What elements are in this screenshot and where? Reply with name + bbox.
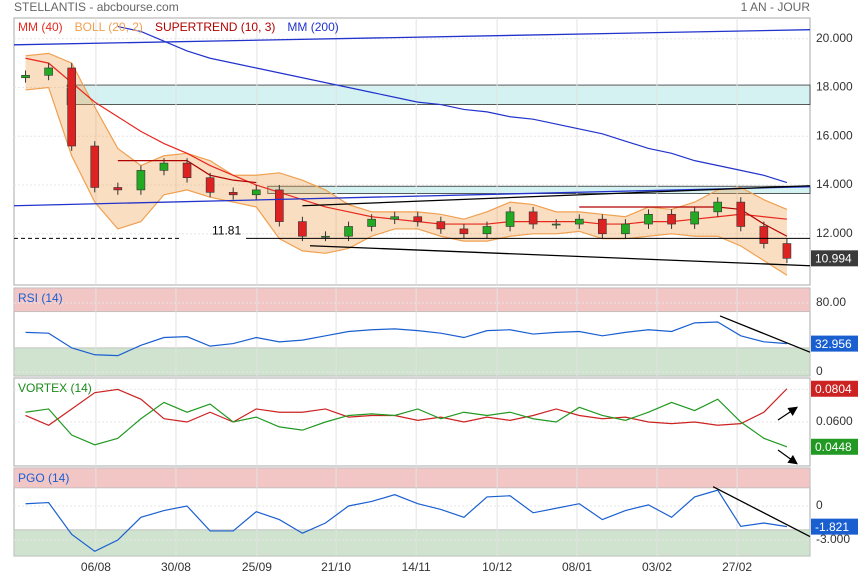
candle-body: [321, 235, 330, 238]
candle-body: [344, 226, 353, 237]
candle-body: [459, 228, 469, 235]
candle-body: [413, 216, 423, 222]
candle-body: [44, 67, 53, 76]
candle-body: [205, 177, 215, 193]
last-value: 0.0448: [815, 440, 852, 454]
y-tick-label: 18.000: [816, 80, 853, 94]
legend-entry: SUPERTREND (10, 3): [155, 20, 275, 34]
last-value: 10.994: [815, 251, 852, 265]
bollinger-lower: [25, 86, 788, 276]
panel-title: RSI (14): [18, 291, 63, 305]
legend-entry: BOLL (20, 2): [75, 20, 143, 34]
candle-body: [551, 223, 561, 226]
arrow: [777, 406, 798, 421]
zone: [13, 529, 811, 557]
indicator-line: [25, 321, 787, 357]
candle-body: [390, 216, 399, 220]
level-label: 11.81: [212, 224, 241, 238]
y-tick-label: 16.000: [816, 128, 853, 142]
x-tick-label: 25/09: [242, 560, 272, 574]
x-tick-label: 27/02: [722, 560, 752, 574]
y-tick-label: 80.00: [816, 295, 846, 309]
candle-body: [228, 192, 238, 196]
candle-body: [113, 187, 123, 191]
x-tick-label: 21/10: [321, 560, 351, 574]
trend-line: [302, 185, 811, 207]
candle-body: [436, 221, 446, 230]
candle-body: [21, 75, 30, 79]
candle-body: [644, 213, 653, 225]
bollinger-band: [25, 53, 787, 276]
candle-body: [621, 223, 630, 235]
y-tick-label: 0: [816, 498, 823, 512]
y-tick-label: 14.000: [816, 177, 853, 191]
candle-body: [136, 170, 146, 191]
legend-entry: MM (40): [18, 20, 63, 34]
trend-line: [13, 186, 811, 207]
trend-line: [309, 245, 811, 267]
last-value-box: [811, 380, 858, 397]
x-tick-label: 30/08: [161, 560, 191, 574]
moving-line: [117, 25, 788, 184]
y-tick-label: 0: [816, 364, 823, 378]
last-value-box: [811, 438, 858, 455]
candle-body: [298, 221, 307, 237]
x-tick-label: 08/01: [562, 560, 592, 574]
x-tick-label: 10/12: [482, 560, 512, 574]
last-value-box: [811, 335, 858, 352]
candle-body: [251, 189, 261, 196]
trend-line: [13, 29, 811, 46]
candle-body: [782, 243, 792, 259]
zone: [13, 287, 811, 313]
candle-body: [505, 211, 515, 227]
x-tick-label: 14/11: [402, 560, 431, 574]
zone: [13, 467, 811, 489]
candle-body: [759, 226, 769, 244]
candle-body: [367, 218, 376, 227]
panel-title: PGO (14): [18, 471, 69, 485]
candle-body: [574, 218, 584, 225]
candle-body: [690, 211, 699, 225]
candle-body: [736, 201, 746, 227]
page-title: STELLANTIS - abcbourse.com: [14, 0, 179, 14]
trend-line: [712, 486, 811, 538]
last-value: 32.956: [815, 337, 852, 351]
last-value-box: [811, 518, 858, 535]
legend-entry: MM (200): [287, 20, 338, 34]
candle-body: [528, 211, 538, 225]
y-tick-label: 12.000: [816, 226, 853, 240]
indicator-line: [25, 388, 788, 426]
candle-body: [182, 162, 192, 179]
panel-title: VORTEX (14): [18, 381, 92, 395]
y-tick-label: -3.000: [816, 532, 850, 546]
indicator-line: [25, 398, 788, 448]
last-value: -1.821: [815, 520, 849, 534]
candle-body: [667, 213, 676, 225]
candle-body: [67, 67, 76, 147]
y-tick-label: 20.000: [816, 31, 853, 45]
last-value-box: [811, 250, 858, 267]
candle-body: [159, 162, 169, 171]
candle-body: [275, 189, 284, 222]
y-tick-label: 0.0600: [816, 414, 853, 428]
candle-body: [598, 218, 607, 235]
moving-line: [25, 57, 787, 225]
trend-line: [719, 315, 811, 353]
panel: [13, 17, 811, 286]
last-value: 0.0804: [815, 382, 852, 396]
candle-body: [482, 226, 492, 235]
indicator-line: [25, 489, 788, 553]
candle-body: [90, 145, 100, 188]
arrow: [777, 449, 798, 465]
candle-body: [713, 201, 723, 213]
zone: [13, 347, 811, 377]
period: 1 AN - JOUR: [741, 0, 811, 14]
x-tick-label: 03/02: [642, 560, 672, 574]
x-tick-label: 06/08: [81, 560, 111, 574]
